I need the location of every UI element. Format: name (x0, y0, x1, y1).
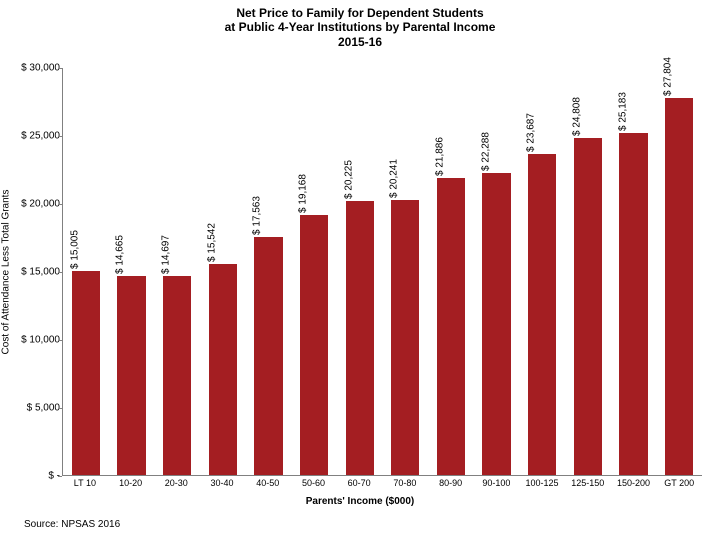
bar-slot: $ 14,665 (109, 68, 155, 475)
bar-value-label: $ 19,168 (298, 174, 309, 213)
chart-title: Net Price to Family for Dependent Studen… (0, 6, 720, 49)
x-tick-label: 30-40 (199, 478, 245, 488)
bar-value-label: $ 17,563 (252, 196, 263, 235)
bar-value-label: $ 24,808 (571, 98, 582, 137)
bar-slot: $ 21,886 (428, 68, 474, 475)
x-tick-label: 60-70 (336, 478, 382, 488)
bar: $ 22,288 (482, 173, 510, 475)
bar-value-label: $ 23,687 (526, 113, 537, 152)
bar-slot: $ 19,168 (291, 68, 337, 475)
bar-slot: $ 25,183 (611, 68, 657, 475)
x-tick-label: GT 200 (656, 478, 702, 488)
y-tick-label: $ 15,000 (0, 267, 60, 278)
bar: $ 17,563 (254, 237, 282, 475)
bar-slot: $ 20,225 (337, 68, 383, 475)
bar-slot: $ 27,804 (656, 68, 702, 475)
source-text: Source: NPSAS 2016 (24, 519, 120, 530)
y-tick-label: $ 30,000 (0, 63, 60, 74)
bar-slot: $ 23,687 (519, 68, 565, 475)
x-tick-label: 90-100 (473, 478, 519, 488)
bar: $ 25,183 (619, 133, 647, 475)
bar-value-label: $ 20,241 (389, 159, 400, 198)
bar-slot: $ 14,697 (154, 68, 200, 475)
bar-value-label: $ 21,886 (434, 137, 445, 176)
bar-slot: $ 15,005 (63, 68, 109, 475)
bar-value-label: $ 14,697 (161, 235, 172, 274)
y-tick-label: $ 25,000 (0, 131, 60, 142)
x-tick-label: 100-125 (519, 478, 565, 488)
bar: $ 23,687 (528, 154, 556, 475)
bar-slot: $ 20,241 (382, 68, 428, 475)
bar: $ 14,697 (163, 276, 191, 475)
bar: $ 20,225 (346, 201, 374, 475)
bar: $ 14,665 (117, 276, 145, 475)
bar-slot: $ 24,808 (565, 68, 611, 475)
x-tick-label: LT 10 (62, 478, 108, 488)
bar-slot: $ 22,288 (474, 68, 520, 475)
bar: $ 15,005 (72, 271, 100, 475)
bar: $ 19,168 (300, 215, 328, 475)
bar-value-label: $ 20,225 (343, 160, 354, 199)
bar: $ 15,542 (209, 264, 237, 475)
bar-value-label: $ 22,288 (480, 132, 491, 171)
bar-slot: $ 17,563 (246, 68, 292, 475)
chart-title-line-2: at Public 4-Year Institutions by Parenta… (0, 20, 720, 34)
chart-container: Net Price to Family for Dependent Studen… (0, 0, 720, 540)
y-tick-label: $ 20,000 (0, 199, 60, 210)
x-tick-label: 70-80 (382, 478, 428, 488)
x-tick-label: 50-60 (291, 478, 337, 488)
x-tick-label: 150-200 (611, 478, 657, 488)
x-tick-label: 125-150 (565, 478, 611, 488)
bar-value-label: $ 15,005 (69, 231, 80, 270)
bar: $ 24,808 (574, 138, 602, 475)
x-tick-label: 40-50 (245, 478, 291, 488)
chart-title-line-1: Net Price to Family for Dependent Studen… (0, 6, 720, 20)
bar-value-label: $ 15,542 (206, 223, 217, 262)
x-tick-label: 80-90 (428, 478, 474, 488)
chart-title-line-3: 2015-16 (0, 35, 720, 49)
plot-area: $ 15,005 $ 14,665 $ 14,697 $ 15,542 $ 17,563… (62, 68, 702, 476)
bar: $ 21,886 (437, 178, 465, 475)
bar-value-label: $ 14,665 (115, 235, 126, 274)
bar-value-label: $ 27,804 (663, 57, 674, 96)
bar-slot: $ 15,542 (200, 68, 246, 475)
x-axis-labels: LT 1010-2020-3030-4040-5050-6060-7070-80… (62, 478, 702, 488)
x-tick-label: 20-30 (153, 478, 199, 488)
y-tick-label: $ 10,000 (0, 335, 60, 346)
bars-group: $ 15,005 $ 14,665 $ 14,697 $ 15,542 $ 17,563… (63, 68, 702, 475)
y-tick-label: $ - (0, 471, 60, 482)
x-tick-label: 10-20 (108, 478, 154, 488)
y-tick-label: $ 5,000 (0, 403, 60, 414)
x-axis-title: Parents' Income ($000) (0, 496, 720, 507)
bar: $ 27,804 (665, 98, 693, 475)
bar-value-label: $ 25,183 (617, 92, 628, 131)
bar: $ 20,241 (391, 200, 419, 475)
